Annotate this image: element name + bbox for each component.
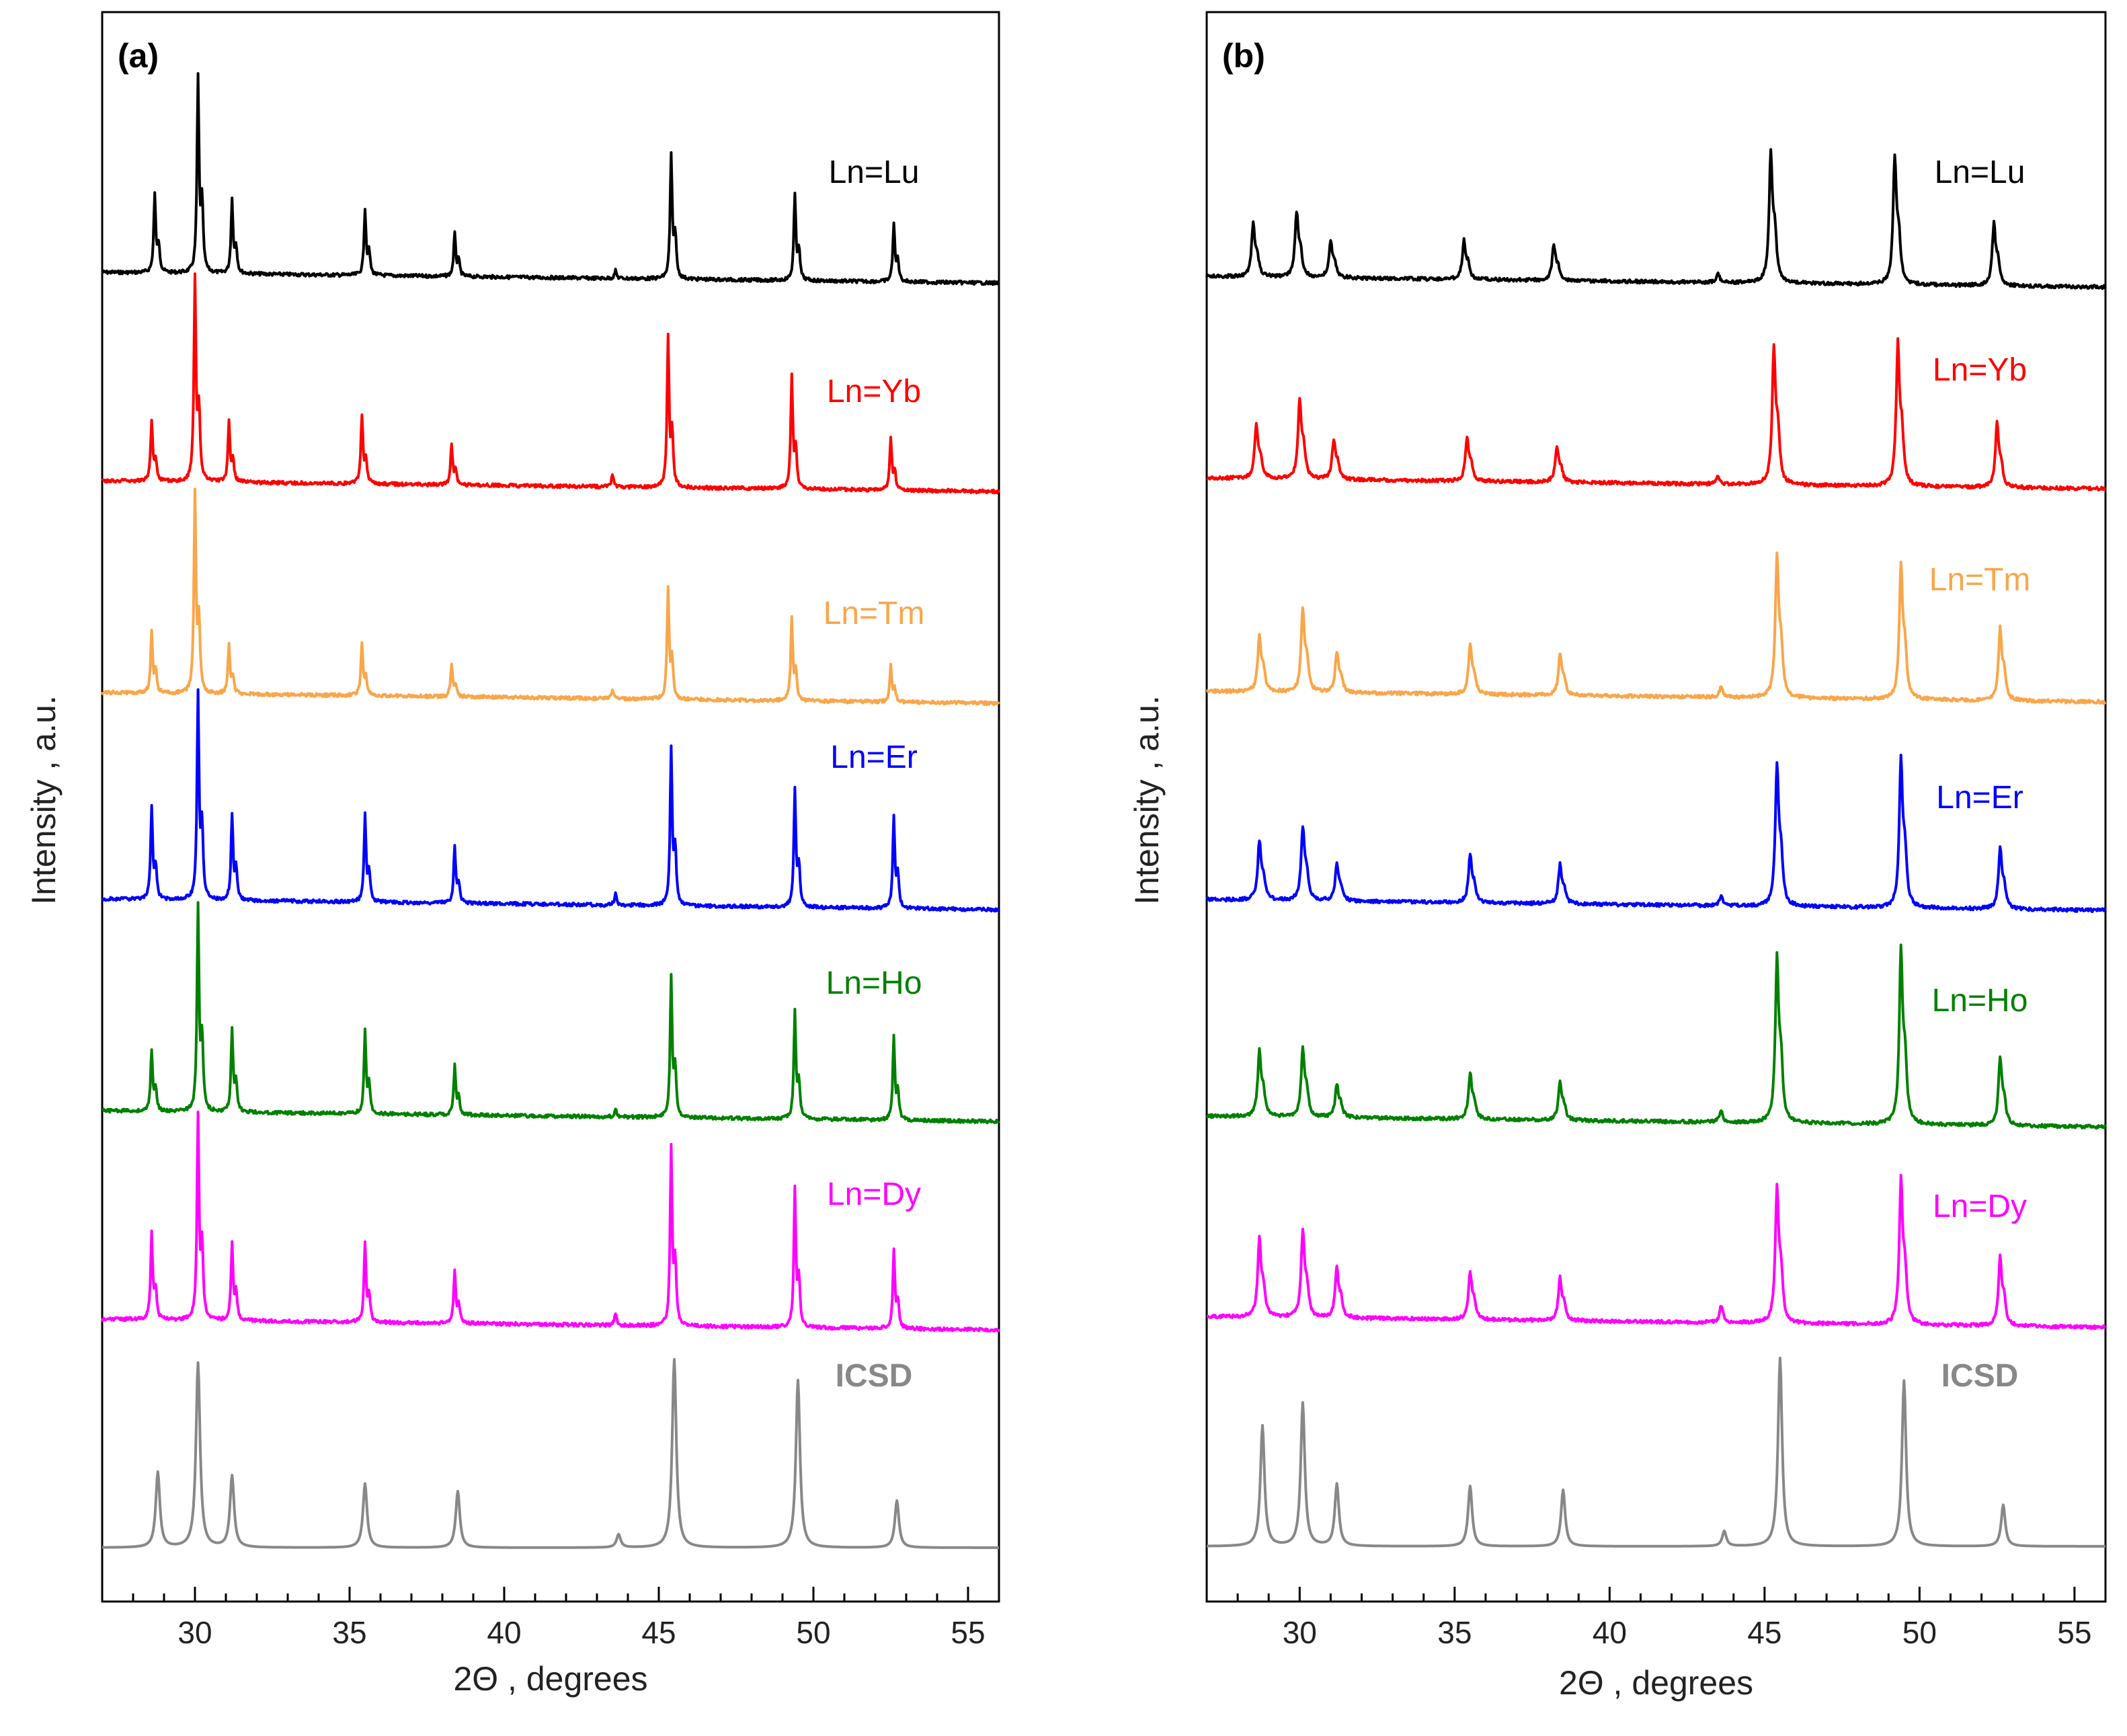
trace-ln-dy — [101, 1110, 1000, 1333]
panel-a: 30 35 40 45 50 55 2Θ , degrees Intensity , a.u.… — [25, 11, 1000, 1698]
series-label: Ln=Dy — [1933, 1189, 2027, 1224]
series-label: ICSD — [836, 1358, 913, 1394]
series-label: Ln=Ho — [826, 965, 922, 1001]
trace-icsd — [1206, 1356, 2106, 1548]
panel-label: (a) — [118, 37, 159, 75]
trace-ln-lu — [1205, 148, 2107, 290]
trace-ln-er — [101, 688, 1000, 913]
x-tick-label: 55 — [2057, 1615, 2091, 1650]
series-label: Ln=Yb — [827, 374, 921, 409]
plot-frame — [101, 11, 1000, 1603]
x-tick-label: 35 — [332, 1615, 366, 1650]
series-label: Ln=Tm — [1929, 562, 2031, 598]
x-axis-label: 2Θ , degrees — [453, 1660, 647, 1698]
panel-label: (b) — [1222, 37, 1265, 75]
x-tick-label: 45 — [1747, 1615, 1781, 1650]
x-axis-label: 2Θ , degrees — [1559, 1664, 1753, 1702]
x-tick-label: 35 — [1437, 1615, 1472, 1650]
trace-ln-lu — [102, 72, 1000, 286]
x-tick-label: 30 — [177, 1615, 212, 1650]
series-label: Ln=Ho — [1932, 983, 2028, 1019]
trace-ln-yb — [101, 272, 1000, 495]
x-tick-label: 40 — [487, 1615, 521, 1650]
x-tick-label: 50 — [796, 1615, 830, 1650]
x-tick-label: 45 — [641, 1615, 676, 1650]
series-label: Ln=Er — [830, 740, 917, 775]
series-label: Ln=Yb — [1933, 352, 2027, 388]
trace-ln-dy — [1206, 1173, 2107, 1331]
trace-icsd — [102, 1357, 1000, 1549]
series-label: Ln=Er — [1936, 780, 2023, 816]
y-axis-label: Intensity , a.u. — [1128, 695, 1166, 904]
trace-ln-ho — [1205, 943, 2107, 1130]
x-tick-label: 30 — [1283, 1615, 1317, 1650]
trace-ln-tm — [1205, 551, 2107, 705]
plot-frame — [1205, 11, 2107, 1603]
trace-ln-tm — [101, 487, 1000, 707]
trace-ln-yb — [1206, 337, 2107, 491]
x-tick-label: 55 — [951, 1615, 985, 1650]
panel-b: 30 35 40 45 50 55 2Θ , degrees Intensity , a.u.… — [1128, 11, 2107, 1702]
series-label: Ln=Lu — [829, 155, 920, 190]
series-label: Ln=Dy — [827, 1177, 921, 1212]
series-label: Ln=Lu — [1935, 155, 2025, 190]
y-axis-label: Intensity , a.u. — [25, 695, 63, 904]
trace-ln-ho — [102, 901, 1000, 1125]
trace-ln-er — [1205, 754, 2107, 914]
series-label: ICSD — [1941, 1358, 2019, 1394]
x-tick-label: 40 — [1593, 1615, 1627, 1650]
series-label: Ln=Tm — [824, 596, 925, 631]
x-tick-label: 50 — [1902, 1615, 1937, 1650]
